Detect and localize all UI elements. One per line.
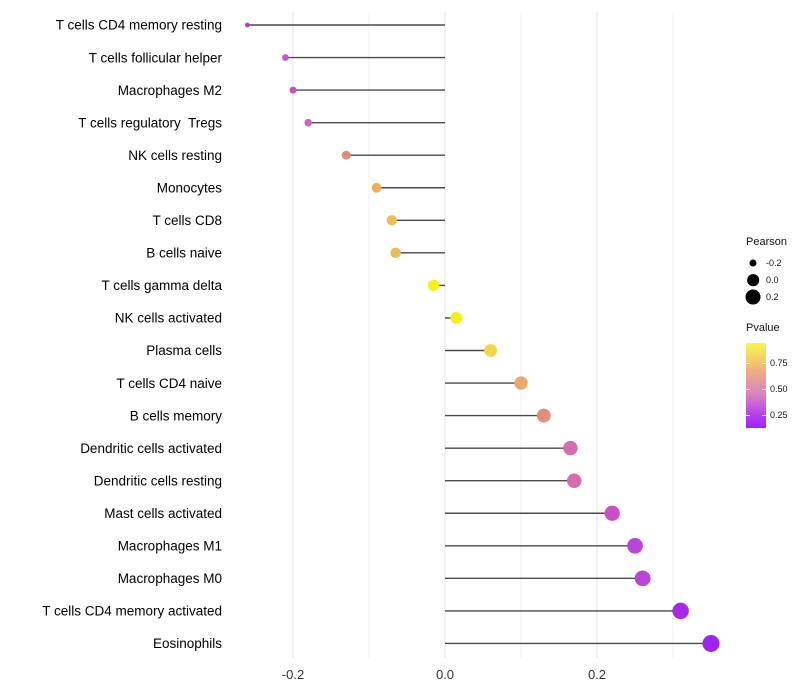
lollipop-dot <box>386 215 397 226</box>
y-axis-label: T cells follicular helper <box>89 50 223 65</box>
colorbar-tick <box>762 415 766 417</box>
size-legend-dot-icon <box>749 259 757 267</box>
lollipop-dot <box>672 602 689 620</box>
y-axis-label: Dendritic cells resting <box>94 473 222 488</box>
size-legend-entry: 0.2 <box>744 288 800 306</box>
y-axis-label: Dendritic cells activated <box>80 441 222 456</box>
size-legend-label: -0.2 <box>766 258 782 268</box>
y-axis-label: Mast cells activated <box>104 506 222 521</box>
lollipop-dot <box>536 408 551 423</box>
y-axis-label: T cells regulatory Tregs <box>78 115 222 130</box>
y-axis-label: T cells gamma delta <box>101 278 222 293</box>
x-axis-tick-label: -0.2 <box>282 667 304 682</box>
lollipop-dot <box>634 570 651 587</box>
colorbar-tick-label: 0.75 <box>770 357 788 368</box>
lollipop-dot <box>289 86 297 94</box>
y-axis-label: B cells naive <box>146 246 222 261</box>
lollipop-dot <box>371 182 382 193</box>
y-axis-label: NK cells activated <box>115 311 222 326</box>
pvalue-colorbar <box>746 343 766 428</box>
chart-legend: Pearson -0.2 0.0 0.2 Pvalue 0.75 0.50 0.25 <box>744 236 800 436</box>
lollipop-dot <box>245 22 250 28</box>
lollipop-dot <box>450 311 463 324</box>
y-axis-label: B cells memory <box>130 408 223 423</box>
y-axis-label: Eosinophils <box>153 636 222 651</box>
size-legend-entry: 0.0 <box>744 271 800 289</box>
lollipop-dot <box>566 473 582 488</box>
colorbar-tick-label: 0.50 <box>770 384 788 395</box>
lollipop-dot <box>702 634 720 652</box>
lollipop-dot <box>514 376 528 390</box>
y-axis-label: T cells CD4 memory resting <box>56 18 222 33</box>
colorbar-tick <box>746 389 750 391</box>
y-axis-label: T cells CD4 naive <box>116 376 222 391</box>
size-legend-dot-icon <box>747 274 759 286</box>
colorbar-tick <box>762 389 766 391</box>
y-axis-label: Plasma cells <box>146 343 222 358</box>
x-axis-tick-label: 0.2 <box>588 667 606 682</box>
lollipop-dot <box>427 279 440 292</box>
y-axis-label: Monocytes <box>157 180 223 195</box>
y-axis-label: Macrophages M1 <box>118 539 222 554</box>
lollipop-dot <box>304 118 313 127</box>
lollipop-dot <box>627 537 643 554</box>
colorbar-tick <box>762 362 766 364</box>
size-legend-label: 0.2 <box>766 292 779 302</box>
colorbar-tick-label: 0.25 <box>770 410 788 421</box>
y-axis-label: T cells CD4 memory activated <box>42 604 222 619</box>
lollipop-dot <box>390 247 401 259</box>
y-axis-label: Macrophages M0 <box>118 571 222 586</box>
color-legend-title: Pvalue <box>746 322 780 334</box>
size-legend-title: Pearson <box>746 236 787 248</box>
colorbar-tick <box>746 415 750 417</box>
lollipop-dot <box>484 344 497 357</box>
size-legend-entry: -0.2 <box>744 254 800 272</box>
size-legend-label: 0.0 <box>766 275 779 285</box>
y-axis-label: Macrophages M2 <box>118 83 222 98</box>
lollipop-dot <box>563 440 578 456</box>
lollipop-dot <box>604 505 620 521</box>
lollipop-dot <box>282 54 289 61</box>
colorbar-tick <box>746 362 750 364</box>
size-legend-dot-icon <box>745 289 761 305</box>
y-axis-label: T cells CD8 <box>152 213 222 228</box>
x-axis-tick-label: 0.0 <box>436 667 454 682</box>
lollipop-dot <box>341 150 351 160</box>
y-axis-label: NK cells resting <box>128 148 222 163</box>
